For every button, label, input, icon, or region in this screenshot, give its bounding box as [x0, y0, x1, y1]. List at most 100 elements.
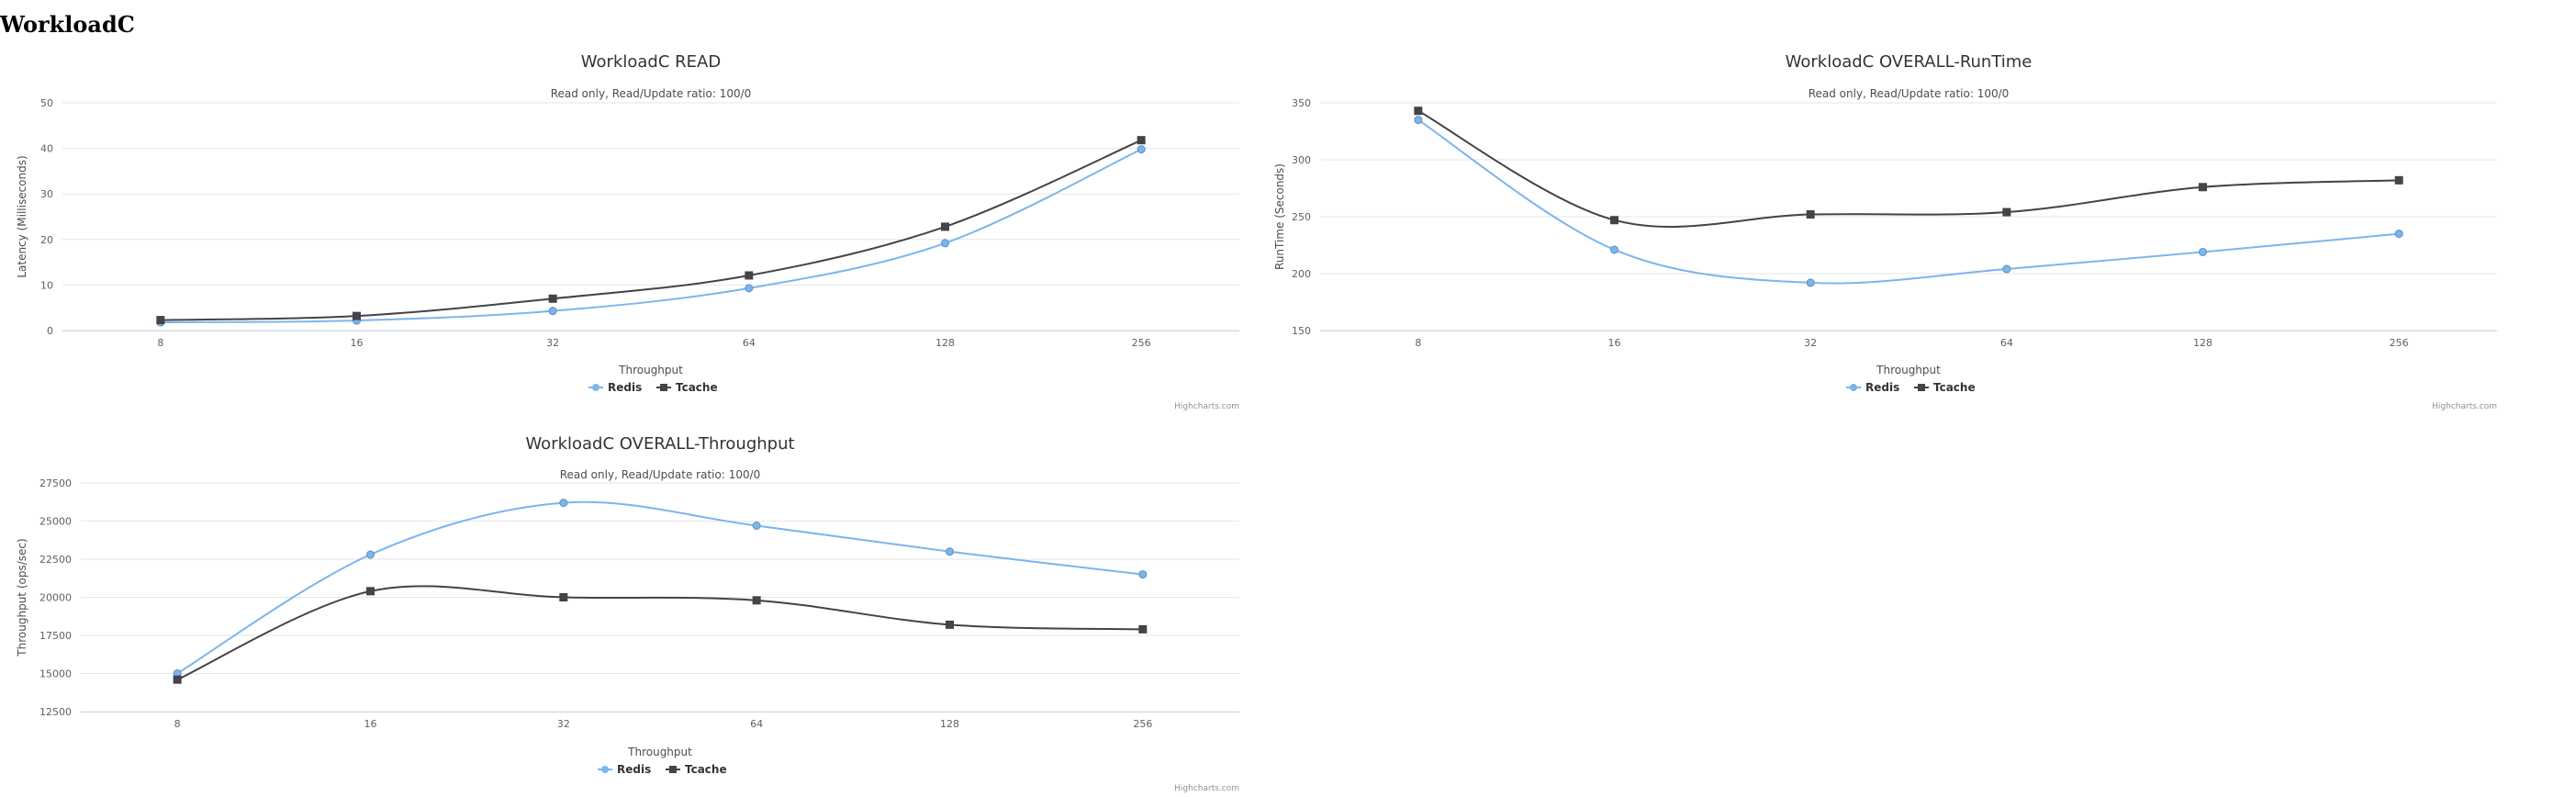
- legend-item-redis[interactable]: Redis: [588, 381, 642, 394]
- legend-label: Tcache: [685, 763, 727, 776]
- legend-label: Tcache: [676, 381, 718, 394]
- series-line-redis: [176, 500, 1143, 675]
- x-axis-title: Throughput: [627, 746, 692, 758]
- y-tick-label: 12500: [39, 706, 72, 718]
- credits-link[interactable]: Highcharts.com: [2432, 402, 2497, 411]
- data-point-tcache: [1137, 136, 1146, 145]
- series-line-tcache: [1417, 109, 2400, 228]
- x-tick-label: 8: [174, 718, 181, 730]
- x-tick-label: 16: [1608, 337, 1621, 349]
- data-point-redis: [559, 499, 568, 508]
- chart-workloadc-throughput: WorkloadC OVERALL-Throughput Read only, R…: [16, 434, 1239, 793]
- data-point-tcache: [1610, 216, 1618, 225]
- square-marker-icon: [669, 766, 677, 773]
- series-line-redis: [160, 148, 1142, 324]
- y-tick-label: 15000: [39, 668, 72, 680]
- x-tick-label: 8: [1415, 337, 1421, 349]
- data-point-tcache: [559, 593, 568, 601]
- legend: Redis Tcache: [598, 763, 727, 776]
- data-point-redis: [941, 239, 949, 248]
- x-tick-label: 32: [546, 337, 559, 349]
- chart-workloadc-runtime: WorkloadC OVERALL-RunTime Read only, Read…: [1273, 52, 2497, 411]
- y-tick-label: 0: [47, 325, 53, 337]
- data-point-redis: [1138, 570, 1148, 579]
- x-tick-label: 32: [557, 718, 570, 730]
- x-tick-label: 256: [1133, 718, 1152, 730]
- legend-item-tcache[interactable]: Tcache: [656, 381, 718, 394]
- x-tick-label: 16: [364, 718, 377, 730]
- data-point-tcache: [2199, 183, 2207, 192]
- square-marker-icon: [1918, 384, 1925, 391]
- legend-item-tcache[interactable]: Tcache: [1914, 381, 1976, 394]
- data-point-tcache: [2394, 175, 2403, 185]
- data-point-tcache: [752, 596, 761, 605]
- y-tick-label: 250: [1292, 211, 1311, 223]
- data-point-tcache: [366, 587, 375, 596]
- y-tick-label: 22500: [39, 554, 72, 566]
- y-tick-label: 25000: [39, 516, 72, 528]
- legend-label: Redis: [608, 381, 642, 394]
- y-axis-title: RunTime (Seconds): [1273, 163, 1286, 270]
- square-marker-icon: [660, 384, 667, 391]
- page-title: WorkloadC: [0, 11, 135, 38]
- data-point-tcache: [156, 316, 165, 325]
- data-point-tcache: [941, 222, 949, 231]
- y-tick-label: 20000: [39, 592, 72, 604]
- x-tick-label: 32: [1804, 337, 1817, 349]
- x-tick-label: 256: [1132, 337, 1151, 349]
- data-point-redis: [1414, 116, 1423, 125]
- y-tick-label: 20: [40, 234, 53, 246]
- data-point-redis: [2199, 247, 2207, 256]
- data-point-tcache: [353, 311, 361, 320]
- data-point-tcache: [1414, 107, 1423, 116]
- legend-label: Tcache: [1933, 381, 1976, 394]
- x-tick-label: 128: [940, 718, 959, 730]
- data-point-redis: [752, 521, 761, 530]
- data-point-redis: [1610, 245, 1618, 254]
- y-tick-label: 10: [40, 279, 53, 291]
- data-point-redis: [2394, 230, 2403, 239]
- x-tick-label: 256: [2390, 337, 2409, 349]
- y-tick-label: 200: [1292, 268, 1311, 280]
- legend-item-tcache[interactable]: Tcache: [666, 763, 727, 776]
- chart-title: WorkloadC READ: [581, 52, 721, 72]
- data-point-redis: [1806, 278, 1815, 287]
- legend-item-redis[interactable]: Redis: [1846, 381, 1899, 394]
- chart-workloadc-read: WorkloadC READ Read only, Read/Update rat…: [16, 52, 1239, 411]
- data-point-tcache: [548, 294, 557, 303]
- legend: Redis Tcache: [1846, 381, 1976, 394]
- data-point-redis: [946, 547, 954, 556]
- legend-item-redis[interactable]: Redis: [598, 763, 651, 776]
- x-tick-label: 64: [750, 718, 763, 730]
- legend: Redis Tcache: [588, 381, 718, 394]
- series-line-redis: [1417, 118, 2400, 285]
- data-point-redis: [1137, 145, 1146, 154]
- x-tick-label: 16: [351, 337, 364, 349]
- data-point-redis: [745, 284, 754, 293]
- credits-link[interactable]: Highcharts.com: [1174, 402, 1239, 411]
- chart-subtitle: Read only, Read/Update ratio: 100/0: [560, 468, 761, 481]
- x-axis-title: Throughput: [1876, 364, 1941, 376]
- series-line-tcache: [160, 139, 1142, 321]
- x-tick-label: 128: [935, 337, 955, 349]
- y-tick-label: 50: [40, 97, 53, 109]
- circle-marker-icon: [601, 766, 609, 773]
- x-tick-label: 128: [2193, 337, 2212, 349]
- x-axis-title: Throughput: [618, 364, 683, 376]
- y-tick-label: 27500: [39, 477, 72, 489]
- legend-label: Redis: [617, 763, 651, 776]
- x-tick-label: 64: [2000, 337, 2013, 349]
- data-point-tcache: [1806, 210, 1815, 219]
- y-tick-label: 40: [40, 143, 53, 155]
- data-point-tcache: [2002, 208, 2011, 217]
- y-tick-label: 30: [40, 188, 53, 200]
- chart-title: WorkloadC OVERALL-Throughput: [525, 434, 794, 454]
- y-tick-label: 150: [1292, 325, 1311, 337]
- legend-label: Redis: [1865, 381, 1899, 394]
- circle-marker-icon: [1850, 384, 1857, 391]
- data-point-redis: [2002, 264, 2011, 274]
- data-point-tcache: [1138, 624, 1148, 634]
- y-tick-label: 17500: [39, 630, 72, 642]
- credits-link[interactable]: Highcharts.com: [1174, 784, 1239, 793]
- data-point-tcache: [745, 271, 754, 280]
